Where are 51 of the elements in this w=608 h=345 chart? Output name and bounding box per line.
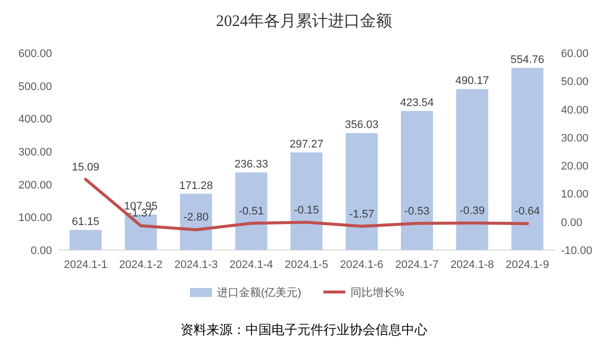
y2-tick-label: 60.00 [561,48,589,60]
data-label: -0.15 [294,204,320,216]
data-label: 236.33 [234,158,268,170]
x-tick-label: 2024.1-6 [340,259,384,271]
y2-tick-label: 40.00 [561,104,589,116]
y2-tick-label: -10.00 [561,245,592,257]
legend-label: 同比增长% [350,286,404,299]
x-tick-label: 2024.1-2 [119,259,163,271]
data-label: 61.15 [72,216,100,228]
bar [456,89,488,250]
x-tick-label: 2024.1-5 [284,259,328,271]
data-label: -1.57 [349,208,374,220]
x-tick-label: 2024.1-3 [174,259,218,271]
y2-tick-label: 10.00 [561,188,589,201]
data-label: 171.28 [179,180,213,192]
chart-title: 2024年各月累计进口金额 [216,12,392,30]
y2-tick-label: 0.00 [561,216,582,229]
bar [346,133,378,250]
data-label: 423.54 [400,96,434,109]
y2-tick-label: 30.00 [561,132,589,144]
y-tick-label: 600.00 [18,48,52,60]
x-tick-label: 2024.1-4 [230,259,273,271]
y-tick-label: 200.00 [18,179,52,192]
y-tick-label: 300.00 [18,146,52,158]
data-label: -0.39 [460,204,485,217]
data-label: 490.17 [455,75,489,88]
data-label: -0.64 [514,206,540,218]
bar [235,172,268,250]
bar [400,110,433,250]
data-label: 297.27 [290,138,324,150]
y-tick-label: 100.00 [18,212,52,224]
data-label: -0.51 [238,205,264,218]
data-label: -0.53 [404,205,430,218]
x-tick-label: 2024.1-9 [506,259,550,271]
y-tick-label: 0.00 [30,245,52,257]
data-label: 15.09 [72,161,100,174]
x-tick-label: 2024.1-7 [395,259,439,271]
legend-label: 进口金额(亿美元) [217,286,302,299]
bar [70,230,102,250]
x-tick-label: 2024.1-1 [64,259,108,271]
data-label: 554.76 [510,54,544,66]
text: 资料来源：中国电子元件行业协会信息中心 [180,322,428,337]
y-tick-label: 500.00 [18,80,52,93]
x-tick-label: 2024.1-8 [450,259,494,271]
bar [511,68,544,250]
y2-tick-label: 20.00 [561,160,589,173]
y-tick-label: 400.00 [18,114,52,126]
bar [290,152,323,250]
data-label: -2.80 [184,212,209,224]
y2-tick-label: 50.00 [561,76,589,88]
data-label: 356.03 [344,119,379,132]
